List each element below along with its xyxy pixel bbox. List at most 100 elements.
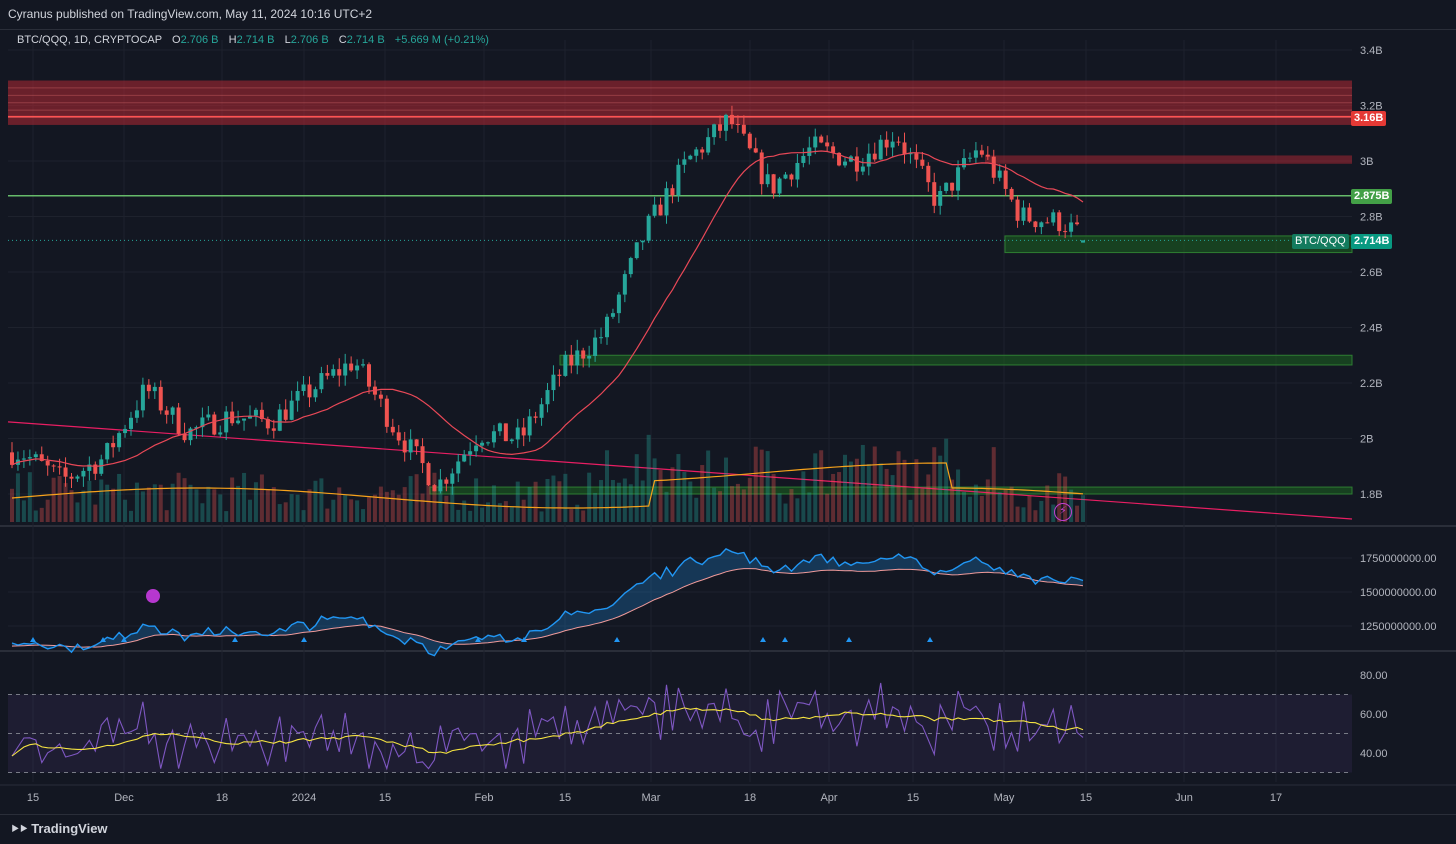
volume-bar [783,503,788,522]
volume-bar [712,487,717,522]
volume-bar [331,499,336,522]
candle-body [551,374,556,391]
volume-bar [462,500,467,522]
volume-bar [938,455,943,522]
volume-bar [599,480,604,522]
candle-body [200,417,205,428]
candle-body [355,365,360,371]
volume-bar [741,489,746,522]
osc-y-tick-label: 1250000000.00 [1360,621,1436,633]
rsi-ma-line [11,707,1084,757]
volume-bar [390,490,395,522]
chart-canvas[interactable]: 15 Dec 18 2024 15 Feb 15 Mar 18 Apr 15 May 15 Jun 17 3.… [0,30,1456,814]
candle-body [967,157,972,159]
volume-bar [277,504,282,522]
candle-body [765,174,770,185]
volume-bar [21,500,26,522]
candle-body [652,204,657,216]
candle-body [152,386,157,392]
volume-bar [843,454,847,522]
candle-body [670,188,675,196]
volume-bar [248,499,252,522]
volume-bar [622,478,627,522]
candle-body [170,407,175,415]
volume-ma-line [11,462,1084,509]
candle-body [801,155,806,163]
volume-bar [765,451,770,522]
chart-area[interactable]: 15 Dec 18 2024 15 Feb 15 Mar 18 Apr 15 May 15 Jun 17 3.… [0,30,1456,814]
tradingview-logo[interactable]: ⯈⯈ TradingView [10,821,108,837]
candle-body [480,442,485,446]
signal-marker [927,637,933,642]
publish-header: Cyranus published on TradingView.com, Ma… [0,0,1456,30]
candle-body [521,427,526,436]
volume-bar [729,486,734,522]
volume-bar [1045,485,1050,522]
candle-body [319,373,324,390]
candle-body [450,473,455,484]
candle-body [117,433,122,448]
candle-body [973,150,978,158]
x-tick-label: Mar [642,792,661,804]
candle-body [694,149,699,156]
candle-body [105,443,110,460]
candle-body [688,155,693,160]
volume-bar [367,497,371,522]
volume-bar [200,503,205,522]
volume-bar [480,507,485,522]
volume-bar [384,491,389,522]
volume-bar [414,474,419,522]
candle-body [271,428,276,431]
candle-body [134,410,139,418]
candle-body [497,423,502,432]
published-by-text: Cyranus published on TradingView.com, Ma… [8,7,373,21]
volume-bar [640,480,645,522]
candle-body [218,432,223,435]
candle-body [1075,222,1080,225]
y-tick-label: 2.6B [1360,267,1383,279]
candle-body [361,364,366,366]
volume-bar [69,490,74,522]
resistance-zone [8,80,1352,125]
candle-body [242,418,247,421]
candle-body [295,391,300,401]
candle-body [884,139,889,148]
candle-body [664,188,669,216]
volume-bar [1069,489,1074,522]
oscillator-fill [12,548,1083,656]
volume-bar [1021,507,1026,522]
legend-close-value: 2.714 B [346,34,385,46]
volume-bar [962,491,966,522]
candle-body [123,428,128,434]
volume-bar [99,479,104,522]
volume-bar [914,459,919,522]
candle-body [468,451,473,455]
volume-bar [724,457,728,522]
oscillator-signal-line [11,568,1084,648]
candle-body [259,409,264,420]
volume-bar [819,450,824,522]
candle-body [539,404,544,418]
candle-body [890,141,895,148]
signal-marker [475,637,481,642]
volume-bar [539,511,544,522]
volume-bar [63,483,68,522]
legend-symbol[interactable]: BTC/QQQ, 1D, CRYPTOCAP [17,34,162,46]
symbol-tag: BTC/QQQ [1292,234,1349,249]
candle-body [307,384,312,398]
trend-line [7,421,1353,520]
volume-bar [349,499,354,522]
volume-bar [557,481,562,522]
candle-body [783,174,788,179]
lightning-icon[interactable]: ⚡ [1054,503,1072,521]
candle-body [45,460,50,466]
volume-bar [682,472,687,522]
candle-body [503,423,508,442]
legend-low-label: L [284,34,291,46]
x-tick-label: Dec [114,792,134,804]
rsi-y-tick-label: 60.00 [1360,709,1388,721]
volume-bar [194,489,199,522]
volume-bar [450,486,455,522]
legend-open-value: 2.706 B [180,34,219,46]
candle-body [390,426,395,433]
